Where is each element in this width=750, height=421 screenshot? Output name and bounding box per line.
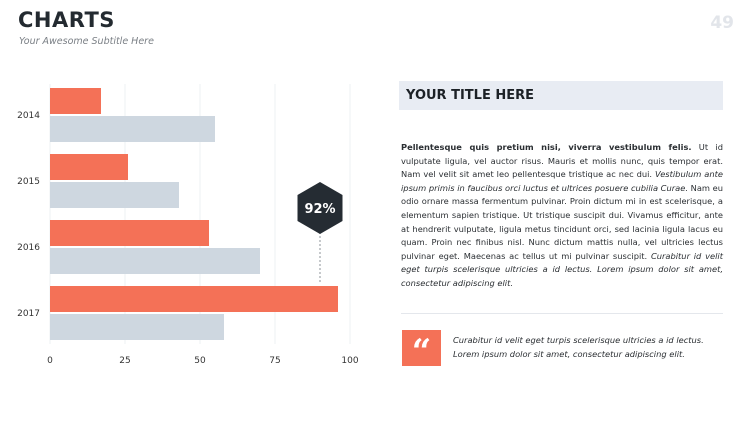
body-paragraph-part-2: Nam eu odio ornare massa fermentum pulvi… bbox=[401, 182, 723, 261]
category-label-2017: 2017 bbox=[17, 309, 40, 319]
bar-2014-series-1 bbox=[50, 88, 101, 114]
x-tick-label: 100 bbox=[341, 356, 358, 366]
section-divider bbox=[401, 313, 723, 314]
bar-chart: 2014 2015 2016 2017 0 25 50 75 100 92% bbox=[17, 84, 359, 366]
category-label-2014: 2014 bbox=[17, 111, 40, 121]
body-paragraph-italic-1: Vestibulum ante ipsum primis in faucibus… bbox=[401, 169, 723, 193]
slide-title: CHARTS bbox=[18, 8, 115, 32]
body-paragraph-italic-2: Curabitur id velit eget turpis scelerisq… bbox=[401, 250, 723, 288]
bar-2016-series-1 bbox=[50, 220, 209, 246]
content-title-bar: YOUR TITLE HERE bbox=[399, 81, 723, 110]
bar-2017-series-1 bbox=[50, 286, 338, 312]
annotation-badge-label: 92% bbox=[304, 202, 335, 217]
category-label-2015: 2015 bbox=[17, 177, 40, 187]
bar-2016-series-2 bbox=[50, 248, 260, 274]
x-tick-label: 25 bbox=[119, 356, 130, 366]
page-number: 49 bbox=[710, 13, 734, 33]
quote-icon: “ bbox=[402, 330, 441, 372]
x-tick-label: 50 bbox=[194, 356, 206, 366]
bar-2015-series-1 bbox=[50, 154, 128, 180]
bar-2014-series-2 bbox=[50, 116, 215, 142]
quote-mark: “ bbox=[411, 332, 432, 372]
x-tick-label: 0 bbox=[47, 356, 53, 366]
body-paragraph: Pellentesque quis pretium nisi, viverra … bbox=[401, 141, 723, 291]
x-tick-label: 75 bbox=[269, 356, 280, 366]
category-label-2016: 2016 bbox=[17, 243, 40, 253]
content-title: YOUR TITLE HERE bbox=[406, 88, 535, 103]
bar-2017-series-2 bbox=[50, 314, 224, 340]
annotation-badge-hexagon bbox=[297, 182, 343, 234]
quote-text: Curabitur id velit eget turpis scelerisq… bbox=[453, 335, 704, 359]
bar-2015-series-2 bbox=[50, 182, 179, 208]
body-paragraph-part-1: Ut id vulputate ligula, vel auctor risus… bbox=[401, 142, 723, 180]
body-paragraph-lead: Pellentesque quis pretium nisi, viverra … bbox=[401, 142, 692, 152]
slide-subtitle: Your Awesome Subtitle Here bbox=[19, 36, 154, 47]
